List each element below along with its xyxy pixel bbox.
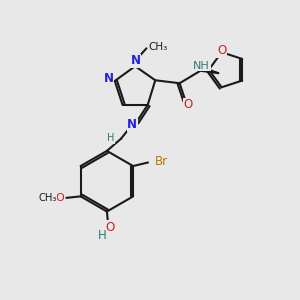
Text: O: O [217,44,226,57]
Text: N: N [130,54,140,67]
Text: H: H [107,133,114,143]
Text: O: O [105,221,114,234]
Text: N: N [104,72,114,85]
Text: Br: Br [154,155,168,168]
Text: NH: NH [193,61,210,71]
Text: CH₃: CH₃ [38,193,57,203]
Text: H: H [98,229,107,242]
Text: CH₃: CH₃ [148,42,167,52]
Text: O: O [55,193,64,203]
Text: O: O [183,98,193,111]
Text: N: N [127,118,137,131]
